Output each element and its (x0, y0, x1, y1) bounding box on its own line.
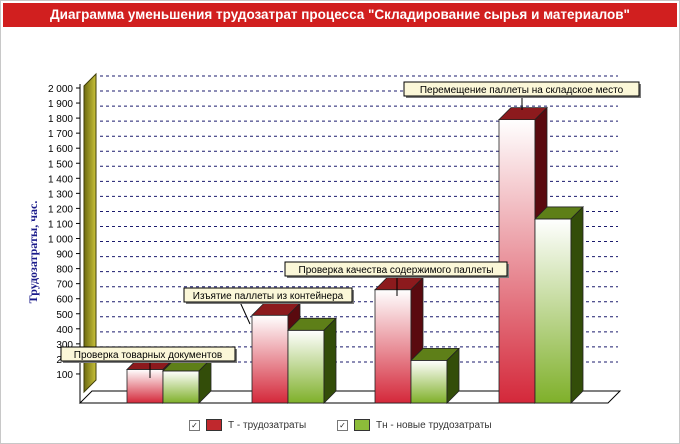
legend-label-tn: Тн - новые трудозатраты (376, 420, 492, 431)
legend-item-t[interactable]: ✓ Т - трудозатраты (189, 418, 306, 434)
callout-box (60, 346, 236, 362)
y-tick-label: 700 (56, 280, 73, 291)
y-tick-label: 1 400 (48, 174, 73, 185)
bar-tn-group (410, 347, 460, 404)
legend-swatch-t (206, 419, 222, 432)
y-axis-label: Трудозатраты, час. (26, 201, 40, 304)
bar-tn-group (534, 205, 584, 404)
y-tick-label: 1 000 (48, 235, 73, 246)
callout-leader (239, 301, 251, 325)
y-tick-label: 1 800 (48, 114, 73, 125)
bar-tn-group (162, 357, 212, 404)
legend-swatch-tn (354, 419, 370, 432)
y-tick-label: 1 700 (48, 129, 73, 140)
callout-box (284, 261, 508, 277)
bar-t-front (251, 314, 289, 404)
bar-tn-side (446, 347, 460, 404)
bar-t-front (498, 119, 536, 404)
callout-label: Перемещение паллеты на складское место (420, 85, 624, 96)
legend-checkbox-tn[interactable]: ✓ (337, 419, 348, 431)
legend-label-t: Т - трудозатраты (228, 420, 307, 431)
bar-t-front (126, 369, 164, 404)
callout-box (403, 81, 640, 97)
y-tick-label: 1 600 (48, 144, 73, 155)
callout-layer: Проверка товарных документов Изъятие палл… (60, 81, 641, 378)
y-tick-label: 400 (56, 325, 73, 336)
y-tick-label: 1 900 (48, 99, 73, 110)
bar-tn-front (287, 329, 325, 404)
callout-label: Проверка товарных документов (74, 350, 222, 361)
y-tick-label: 800 (56, 265, 73, 276)
bar-t-group (498, 106, 548, 404)
callout-box (183, 287, 353, 303)
bar-tn-side (570, 205, 584, 404)
y-tick-label: 1 300 (48, 189, 73, 200)
callout-label: Проверка качества содержимого паллеты (299, 265, 494, 276)
y-tick-label: 1 200 (48, 204, 73, 215)
bar-tn-group (287, 317, 337, 404)
y-tick-label: 300 (56, 340, 73, 351)
y-tick-label: 1 500 (48, 159, 73, 170)
legend-checkbox-t[interactable]: ✓ (189, 419, 200, 431)
y-tick-label: 1 100 (48, 219, 73, 230)
y-tick-label: 2 000 (48, 84, 73, 95)
bar-tn-front (534, 218, 572, 404)
bar-tn-front (162, 370, 200, 404)
bar-tn-front (410, 360, 448, 404)
y-tick-label: 900 (56, 250, 73, 261)
callout-label: Изъятие паллеты из контейнера (193, 291, 344, 302)
back-wall (83, 72, 97, 394)
y-tick-label: 600 (56, 295, 73, 306)
legend-item-tn[interactable]: ✓ Тн - новые трудозатраты (337, 418, 492, 434)
y-tick-label: 500 (56, 310, 73, 321)
bar-tn-side (323, 317, 337, 404)
y-tick-label: 100 (56, 370, 73, 381)
bar-t-front (374, 289, 412, 404)
chart-title: Диаграмма уменьшения трудозатрат процесс… (3, 3, 677, 27)
